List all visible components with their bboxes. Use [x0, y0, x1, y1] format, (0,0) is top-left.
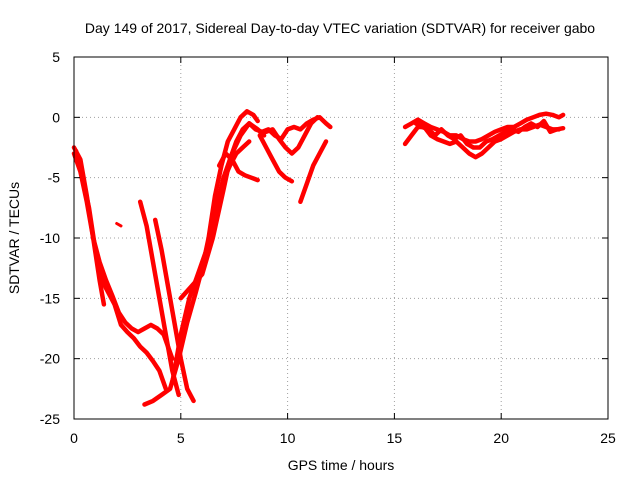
y-tick-label: -20 [40, 351, 60, 367]
data-series-13 [263, 115, 320, 156]
data-series-8 [170, 121, 267, 386]
x-tick-label: 0 [70, 430, 78, 446]
data-series-9 [178, 115, 333, 301]
data-series-10 [216, 151, 260, 183]
y-tick-label: -5 [48, 170, 61, 186]
chart-title: Day 149 of 2017, Sidereal Day-to-day VTE… [85, 20, 595, 36]
data-series-3 [71, 145, 107, 307]
x-axis-label: GPS time / hours [288, 457, 395, 473]
y-tick-label: 5 [52, 49, 60, 65]
data-series-11 [221, 139, 252, 183]
data-series-6 [152, 217, 196, 404]
data-series-4 [115, 222, 123, 228]
y-tick-label: -15 [40, 290, 60, 306]
x-tick-label: 15 [387, 430, 403, 446]
x-tick-label: 20 [493, 430, 509, 446]
data-series-14 [298, 139, 329, 205]
y-tick-label: -10 [40, 230, 60, 246]
data-series-15 [402, 111, 566, 144]
axis-ticks [73, 56, 609, 420]
y-tick-labels: 5 0 -5 -10 -15 -20 -25 [40, 49, 60, 427]
y-axis-label: SDTVAR / TECUs [6, 182, 22, 294]
x-tick-label: 5 [177, 430, 185, 446]
x-tick-label: 10 [280, 430, 296, 446]
y-tick-label: -25 [40, 411, 60, 427]
x-tick-label: 25 [600, 430, 616, 446]
y-tick-label: 0 [52, 109, 60, 125]
data-series-17 [413, 118, 566, 150]
grid-lines [74, 57, 608, 419]
data-traces [71, 109, 566, 407]
data-series-12 [257, 133, 295, 184]
x-tick-labels: 0 5 10 15 20 25 [70, 430, 616, 446]
